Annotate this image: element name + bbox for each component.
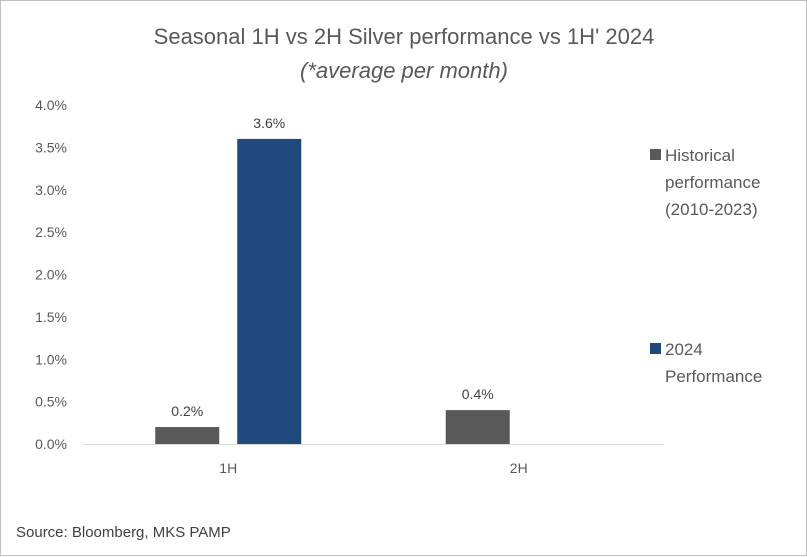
data-label: 0.4% [462, 386, 494, 402]
y-tick-label: 2.5% [35, 224, 67, 240]
y-tick-label: 3.0% [35, 182, 67, 198]
chart-title: Seasonal 1H vs 2H Silver performance vs … [154, 24, 655, 49]
y-tick-label: 0.5% [35, 394, 67, 410]
chart-subtitle: (*average per month) [300, 58, 508, 83]
legend-label: performance [665, 173, 760, 192]
y-tick-label: 2.0% [35, 267, 67, 283]
legend-swatch [650, 149, 661, 160]
data-label: 3.6% [253, 115, 285, 131]
legend-label: (2010-2023) [665, 200, 758, 219]
legend-label: Historical [665, 146, 735, 165]
x-tick-label: 1H [219, 460, 237, 476]
legend: Historical performance (2010-2023) 2024 Perf… [650, 146, 762, 386]
axes: 0.0% 0.5% 1.0% 1.5% 2.0% 2.5% 3.0% 3.5% 4.0% 1H 2H [35, 97, 664, 476]
legend-swatch [650, 343, 661, 354]
bar [155, 427, 220, 444]
bar [237, 138, 302, 444]
y-tick-label: 1.5% [35, 309, 67, 325]
y-tick-label: 0.0% [35, 436, 67, 452]
legend-label: Performance [665, 367, 762, 386]
bars: 0.2% 3.6% 0.4% [155, 115, 510, 444]
bar [445, 410, 510, 444]
y-tick-label: 1.0% [35, 351, 67, 367]
data-label: 0.2% [171, 403, 203, 419]
source-note: Source: Bloomberg, MKS PAMP [16, 524, 231, 541]
legend-label: 2024 [665, 340, 703, 359]
y-tick-label: 3.5% [35, 139, 67, 155]
y-tick-label: 4.0% [35, 97, 67, 113]
x-tick-label: 2H [510, 460, 528, 476]
